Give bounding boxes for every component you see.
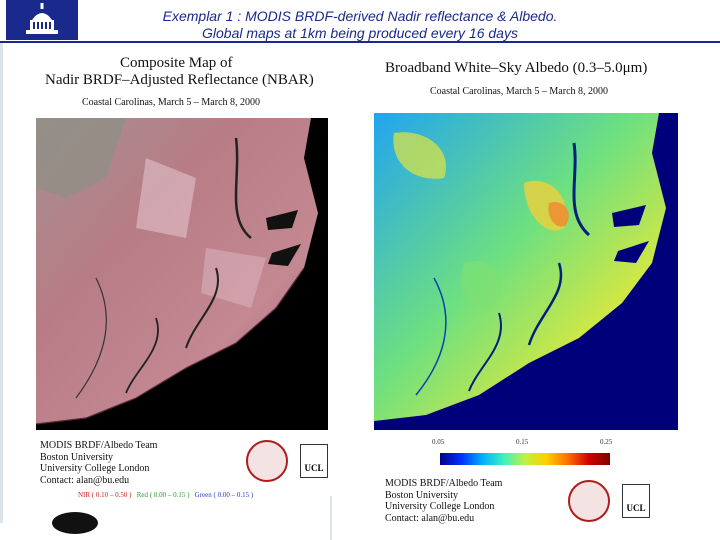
nbar-credit-contact: Contact: alan@bu.edu <box>40 474 130 486</box>
albedo-credits: MODIS BRDF/Albedo Team Boston University… <box>385 478 565 524</box>
albedo-map-image <box>374 113 678 430</box>
boston-university-seal-2 <box>568 480 610 522</box>
nbar-map-image <box>36 118 328 430</box>
band-green: Green ( 0.00 – 0.15 ) <box>194 491 254 499</box>
nbar-credit-team: MODIS BRDF/Albedo Team <box>40 440 158 451</box>
institution-logo <box>6 0 78 40</box>
nbar-credit-bu: Boston University <box>40 451 114 463</box>
band-nir: NIR ( 0.10 – 0.50 ) <box>78 491 132 499</box>
nbar-credits: MODIS BRDF/Albedo Team Boston University… <box>40 440 220 486</box>
decorative-ring-shape <box>52 512 98 534</box>
nbar-credit-ucl: University College London <box>40 463 150 474</box>
colorbar-gradient <box>440 453 610 465</box>
panel-divider <box>330 496 332 540</box>
colorbar-tick-005: 0.05 <box>432 438 445 446</box>
ucl-logo: UCL <box>300 444 328 478</box>
colorbar-tick-025: 0.25 <box>600 438 613 446</box>
header-rule <box>0 41 720 43</box>
albedo-credit-team: MODIS BRDF/Albedo Team <box>385 478 503 489</box>
slide-title: Exemplar 1 : MODIS BRDF-derived Nadir re… <box>0 8 720 42</box>
albedo-title: Broadband White–Sky Albedo (0.3–5.0μm) <box>385 60 648 76</box>
nbar-band-legend: NIR ( 0.10 – 0.50 ) Red ( 0.00 – 0.15 ) … <box>78 491 253 499</box>
slide-title-line-2: Global maps at 1km being produced every … <box>202 25 518 41</box>
albedo-credit-ucl: University College London <box>385 501 495 512</box>
albedo-subtitle: Coastal Carolinas, March 5 – March 8, 20… <box>430 86 609 97</box>
ucl-logo-text: UCL <box>304 463 324 473</box>
nbar-title-line-1: Composite Map of <box>120 55 233 71</box>
slide-title-line-1: Exemplar 1 : MODIS BRDF-derived Nadir re… <box>162 8 558 24</box>
nbar-subtitle: Coastal Carolinas, March 5 – March 8, 20… <box>82 97 261 108</box>
band-red: Red ( 0.00 – 0.15 ) <box>136 491 190 499</box>
nbar-title-line-2: Nadir BRDF–Adjusted Reflectance (NBAR) <box>45 72 314 88</box>
albedo-credit-contact: Contact: alan@bu.edu <box>385 512 475 524</box>
left-edge-strip <box>0 43 3 523</box>
ucl-logo-text-2: UCL <box>626 503 646 513</box>
albedo-credit-bu: Boston University <box>385 489 459 501</box>
colorbar-tick-015: 0.15 <box>516 438 529 446</box>
boston-university-seal <box>246 440 288 482</box>
ucl-logo-2: UCL <box>622 484 650 518</box>
